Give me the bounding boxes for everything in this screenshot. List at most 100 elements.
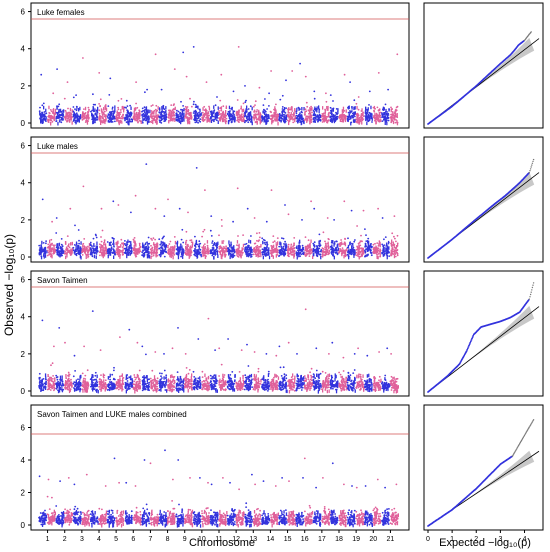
snp-point [113, 255, 115, 259]
snp-point [307, 115, 309, 118]
snp-point [142, 255, 145, 258]
snp-point [146, 249, 148, 254]
snp-point [292, 115, 295, 117]
snp-point [273, 244, 275, 249]
snp-point [296, 115, 299, 118]
snp-point [347, 244, 350, 249]
snp-point [312, 253, 315, 255]
snp-point [65, 241, 67, 245]
snp-point [279, 98, 282, 101]
snp-point [220, 219, 223, 221]
snp-point [208, 114, 210, 117]
snp-point [241, 113, 243, 116]
snp-point [311, 107, 313, 111]
snp-point [135, 254, 137, 258]
snp-point [172, 104, 175, 107]
snp-point [262, 111, 265, 114]
snp-point [393, 112, 396, 115]
snp-point [145, 109, 148, 113]
snp-point [236, 187, 239, 190]
snp-point [369, 114, 372, 117]
snp-point [336, 253, 339, 256]
snp-point [275, 254, 277, 258]
snp-point [218, 234, 220, 237]
y-tick-label: 6 [21, 8, 26, 17]
snp-point [195, 167, 198, 169]
snp-point [129, 115, 132, 118]
snp-point [307, 117, 309, 122]
snp-point [211, 112, 213, 117]
snp-point [310, 105, 312, 108]
snp-point [92, 114, 95, 117]
snp-point [343, 115, 346, 119]
snp-point [120, 244, 122, 248]
snp-point [133, 239, 135, 244]
snp-point [364, 243, 367, 248]
snp-point [203, 243, 206, 246]
snp-point [369, 113, 372, 116]
snp-point [176, 118, 179, 121]
snp-point [40, 73, 43, 76]
snp-point [303, 114, 306, 116]
snp-point [79, 114, 82, 118]
snp-point [277, 122, 279, 126]
snp-point [377, 109, 380, 112]
snp-point [168, 243, 171, 245]
snp-point [301, 107, 303, 111]
snp-point [281, 237, 283, 240]
snp-point [205, 108, 207, 112]
snp-point [348, 248, 350, 253]
snp-point [254, 104, 256, 106]
snp-point [185, 239, 188, 242]
snp-point [98, 103, 100, 105]
snp-point [95, 236, 98, 239]
snp-point [41, 104, 44, 107]
snp-point [45, 116, 47, 120]
snp-point [374, 116, 376, 121]
snp-point [321, 255, 324, 257]
qq-point [530, 31, 532, 33]
snp-point [285, 116, 288, 121]
snp-point [41, 120, 44, 124]
snp-point [98, 109, 101, 112]
snp-point [151, 104, 154, 106]
snp-point [381, 252, 383, 255]
snp-point [186, 252, 188, 256]
snp-point [162, 236, 165, 239]
snp-point [150, 244, 152, 247]
snp-point [224, 113, 226, 118]
snp-point [167, 198, 169, 201]
snp-point [270, 189, 273, 192]
snp-point [202, 114, 204, 116]
snp-point [273, 248, 276, 251]
snp-point [127, 115, 130, 118]
snp-point [279, 114, 281, 118]
snp-point [348, 255, 350, 260]
snp-point [341, 247, 344, 250]
snp-point [290, 111, 292, 116]
snp-point [292, 112, 295, 114]
y-tick-label: 6 [21, 142, 26, 151]
snp-point [161, 106, 163, 110]
snp-point [142, 249, 144, 252]
snp-point [72, 106, 75, 108]
snp-point [45, 108, 47, 113]
snp-point [188, 249, 191, 254]
snp-point [130, 106, 132, 110]
snp-point [326, 217, 329, 219]
snp-point [381, 120, 384, 122]
snp-point [373, 109, 375, 112]
snp-point [174, 245, 176, 249]
snp-point [124, 240, 126, 242]
snp-point [364, 249, 366, 252]
snp-point [196, 112, 199, 114]
qq-frame [423, 2, 544, 129]
snp-point [275, 112, 277, 116]
snp-point [45, 240, 47, 243]
snp-point [191, 116, 193, 120]
snp-point [130, 241, 132, 245]
snp-point [129, 104, 132, 107]
snp-point [186, 116, 188, 119]
snp-point [333, 255, 335, 260]
snp-point [180, 100, 182, 103]
